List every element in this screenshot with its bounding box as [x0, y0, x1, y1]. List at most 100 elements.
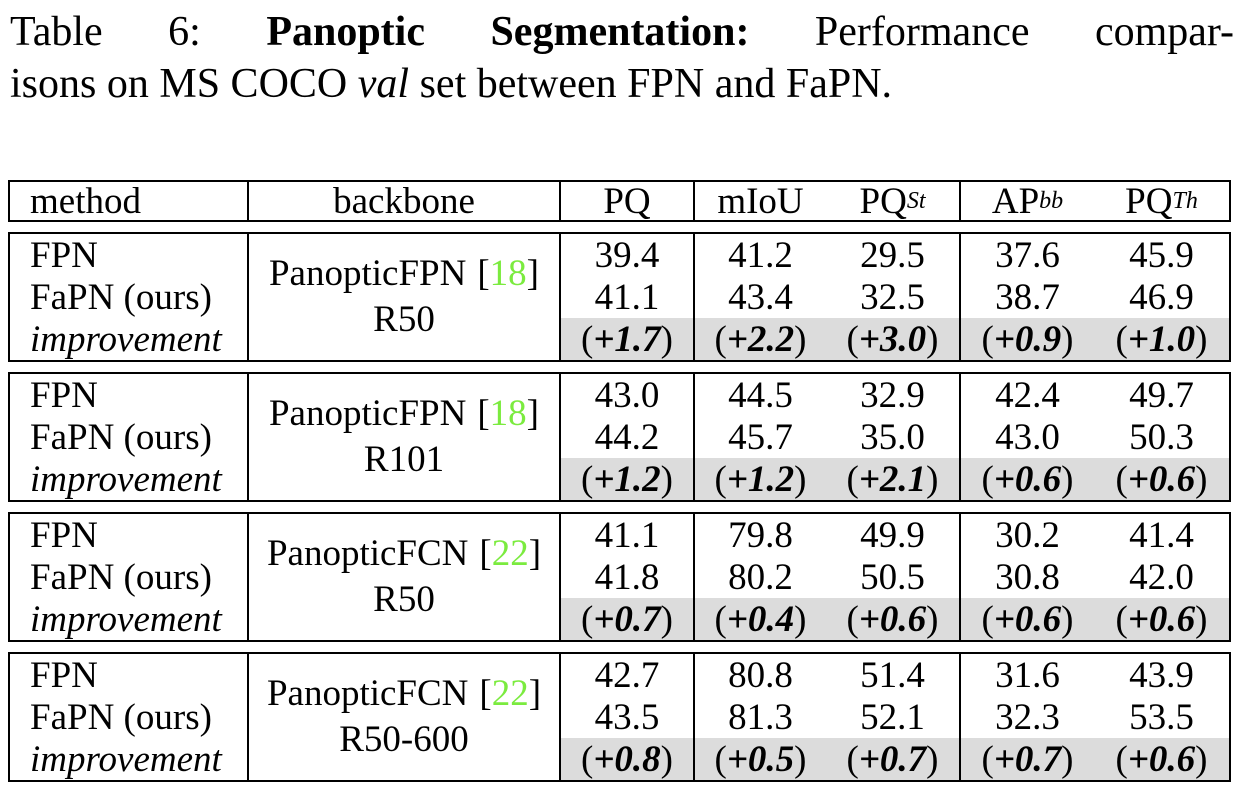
paren: (: [846, 318, 859, 360]
method-label: FaPN (ours): [30, 556, 212, 598]
citation-link[interactable]: 22: [491, 673, 529, 714]
value-cell: 50.5: [860, 556, 925, 598]
backbone-cell: PanopticFPN [18] R50: [247, 234, 559, 360]
citation-bracket-close: ]: [528, 533, 542, 574]
method-label: FPN: [30, 374, 98, 416]
col-header-ap-bb: AP bb: [959, 182, 1094, 220]
paren: (: [1115, 458, 1128, 500]
paren: ): [926, 458, 939, 500]
caption-text: Performance compar-: [814, 9, 1235, 55]
method-label: FaPN (ours): [30, 276, 212, 318]
method-label: FPN: [30, 654, 98, 696]
citation-link[interactable]: 22: [491, 533, 529, 574]
paren: ): [660, 598, 673, 640]
value-cell: 41.1: [559, 276, 693, 318]
backbone-cell: PanopticFCN [22] R50: [247, 514, 559, 640]
improvement-cell: (+0.8): [559, 738, 693, 780]
improvement-value: +0.9: [993, 318, 1062, 360]
improvement-value: +1.2: [593, 458, 661, 500]
col-header-pq-st: PQ St: [859, 182, 926, 220]
improvement-value: +0.6: [1127, 458, 1196, 500]
improvement-value: +0.6: [1127, 598, 1196, 640]
backbone-cell: PanopticFCN [22] R50-600: [247, 654, 559, 780]
improvement-cell: (+0.6): [959, 458, 1094, 500]
improvement-cell: (+0.6): [1094, 598, 1229, 640]
improvement-value: +0.7: [593, 598, 661, 640]
paren: (: [846, 738, 859, 780]
value-cell: 46.9: [1129, 276, 1194, 318]
value-cell: 38.7: [959, 276, 1094, 318]
paren: ): [926, 598, 939, 640]
improvement-value: +0.4: [726, 598, 795, 640]
method-label: FaPN (ours): [30, 696, 212, 738]
improvement-cell: (+0.7): [959, 738, 1094, 780]
citation-bracket-close: ]: [526, 253, 539, 294]
value-cell: 43.0: [559, 374, 693, 416]
paren: ): [1195, 738, 1208, 780]
paren: ): [794, 458, 807, 500]
improvement-cell: (+0.7): [559, 598, 693, 640]
paren: ): [926, 738, 939, 780]
value-cell: 45.7: [693, 416, 826, 458]
value-cell: 79.8: [693, 514, 826, 556]
value-cell: 49.7: [1129, 374, 1194, 416]
improvement-cell: (+1.2): [693, 458, 826, 500]
method-label: FPN: [30, 514, 98, 556]
paren: ): [660, 738, 673, 780]
improvement-cell: (+2.2): [693, 318, 826, 360]
value-cell: 42.7: [559, 654, 693, 696]
backbone-name: PanopticFCN: [266, 673, 469, 714]
col-header-pq: PQ: [559, 182, 693, 220]
paren: (: [581, 458, 594, 500]
value-cell: 29.5: [860, 234, 925, 276]
backbone-cell: PanopticFPN [18] R101: [247, 374, 559, 500]
paren: (: [714, 738, 727, 780]
improvement-value: +3.0: [858, 318, 927, 360]
value-cell: 43.9: [1129, 654, 1194, 696]
paren: (: [714, 318, 727, 360]
table-caption: Table 6: Panoptic Segmentation: Performa…: [10, 6, 1234, 110]
improvement-cell: (+0.6): [1094, 738, 1229, 780]
paren: ): [660, 318, 673, 360]
paren: (: [714, 458, 727, 500]
caption-tag: Table 6:: [10, 9, 201, 55]
paren: (: [981, 318, 994, 360]
improvement-value: +0.7: [858, 738, 927, 780]
improvement-value: +2.2: [726, 318, 795, 360]
paren: (: [581, 598, 594, 640]
value-cell: 41.2: [693, 234, 826, 276]
value-cell: 41.1: [559, 514, 693, 556]
paren: (: [714, 598, 727, 640]
result-group-panopticfpn-r101: FPN FaPN (ours) improvement PanopticFPN[…: [8, 372, 1231, 502]
citation-link[interactable]: 18: [489, 393, 527, 434]
result-group-panopticfpn-r50: FPN FaPN (ours) improvement PanopticFPN[…: [8, 232, 1231, 362]
citation-bracket-open: [: [479, 533, 492, 574]
result-group-panopticfcn-r50: FPN FaPN (ours) improvement PanopticFCN[…: [8, 512, 1231, 642]
improvement-value: +1.2: [726, 458, 795, 500]
value-cell: 30.2: [959, 514, 1094, 556]
col-header-backbone: backbone: [247, 182, 559, 220]
col-header-miou: mIoU: [693, 182, 826, 220]
col-header-pq-th: PQ Th: [1125, 182, 1198, 220]
paren: ): [1061, 458, 1074, 500]
paren: ): [926, 318, 939, 360]
paren: (: [581, 318, 594, 360]
paren: ): [660, 458, 673, 500]
value-cell: 81.3: [693, 696, 826, 738]
value-cell: 32.9: [860, 374, 925, 416]
value-cell: 51.4: [860, 654, 925, 696]
paren: ): [794, 738, 807, 780]
improvement-value: +1.7: [593, 318, 661, 360]
paren: ): [1061, 318, 1074, 360]
value-cell: 41.4: [1129, 514, 1194, 556]
improvement-value: +0.6: [993, 458, 1062, 500]
citation-bracket-open: [: [477, 393, 490, 434]
caption-title: Panoptic Segmentation:: [266, 9, 750, 55]
value-cell: 31.6: [959, 654, 1094, 696]
value-cell: 32.5: [860, 276, 925, 318]
citation-bracket-open: [: [479, 673, 492, 714]
col-header-method: method: [30, 182, 141, 220]
backbone-name-line: PanopticFPN [18]: [269, 251, 539, 297]
citation-link[interactable]: 18: [489, 253, 527, 294]
improvement-value: +0.8: [593, 738, 661, 780]
